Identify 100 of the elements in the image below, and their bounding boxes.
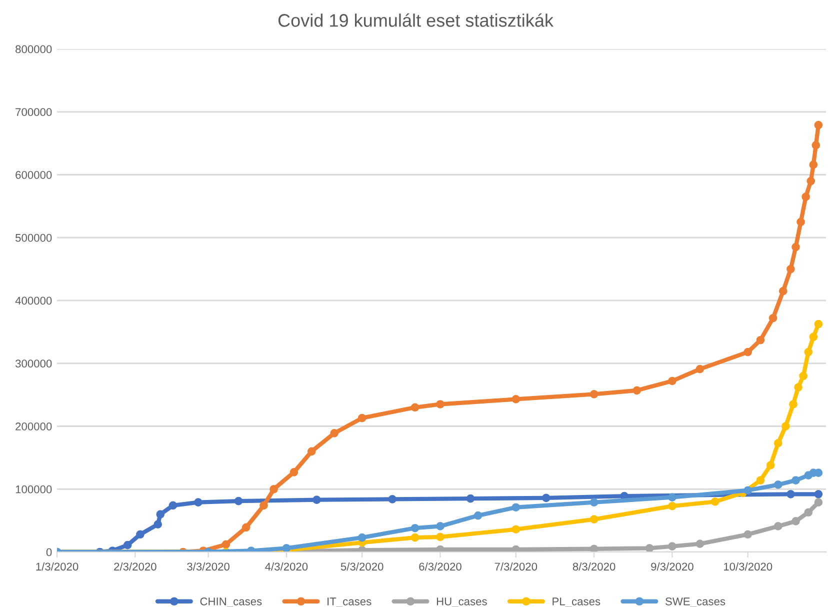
point bbox=[814, 498, 823, 506]
x-tick-label: 2/3/2020 bbox=[114, 562, 156, 571]
y-tick-label: 300000 bbox=[15, 360, 52, 368]
point bbox=[410, 403, 420, 412]
point bbox=[804, 508, 813, 517]
point bbox=[766, 461, 775, 470]
point bbox=[796, 218, 805, 226]
point bbox=[410, 524, 420, 532]
point bbox=[290, 468, 298, 476]
point bbox=[789, 400, 798, 408]
point bbox=[168, 501, 178, 510]
point bbox=[136, 530, 144, 539]
point bbox=[512, 503, 520, 512]
point bbox=[123, 540, 132, 550]
x-tick-label: 7/3/2020 bbox=[494, 562, 538, 571]
point bbox=[242, 523, 250, 532]
point bbox=[814, 320, 823, 328]
point bbox=[774, 522, 782, 530]
point bbox=[756, 336, 765, 344]
point bbox=[410, 533, 420, 542]
chart-title: Covid 19 kumulált eset statisztikák bbox=[278, 13, 554, 27]
point bbox=[804, 348, 813, 356]
point bbox=[744, 486, 752, 495]
point bbox=[358, 414, 366, 422]
point bbox=[474, 511, 482, 520]
point bbox=[668, 542, 676, 551]
point bbox=[799, 372, 808, 380]
point bbox=[744, 530, 752, 539]
point bbox=[668, 493, 676, 502]
point bbox=[812, 141, 820, 150]
point bbox=[792, 242, 800, 252]
point bbox=[806, 176, 816, 186]
point bbox=[696, 364, 704, 374]
y-tick-label: 400000 bbox=[15, 296, 52, 305]
point bbox=[786, 490, 795, 498]
point bbox=[814, 120, 823, 130]
point bbox=[222, 540, 230, 549]
point bbox=[744, 348, 752, 356]
point bbox=[512, 395, 520, 404]
point bbox=[436, 532, 444, 542]
legend-label: IT_cases bbox=[328, 598, 372, 607]
x-tick-label: 6/3/2020 bbox=[419, 562, 462, 571]
y-tick-label: 200000 bbox=[16, 422, 52, 430]
point bbox=[270, 484, 278, 494]
point bbox=[358, 533, 366, 542]
y-tick-label: 600000 bbox=[16, 171, 52, 179]
point bbox=[696, 540, 704, 548]
point bbox=[710, 498, 720, 506]
point bbox=[330, 429, 339, 438]
point bbox=[781, 422, 790, 430]
point bbox=[632, 386, 642, 395]
point bbox=[466, 494, 475, 503]
legend-label: CHIN_cases bbox=[200, 598, 262, 607]
point bbox=[590, 498, 598, 506]
point bbox=[307, 447, 316, 456]
point bbox=[778, 286, 788, 296]
x-tick-label: 9/3/2020 bbox=[651, 562, 694, 571]
point bbox=[194, 498, 202, 506]
point bbox=[786, 264, 795, 274]
point bbox=[809, 332, 818, 342]
x-tick-label: 1/3/2020 bbox=[36, 562, 78, 571]
point bbox=[814, 490, 823, 498]
point bbox=[645, 544, 654, 552]
point bbox=[768, 314, 778, 322]
legend-label: SWE_cases bbox=[665, 598, 726, 607]
point bbox=[794, 383, 802, 392]
point bbox=[512, 525, 520, 534]
point bbox=[436, 400, 444, 408]
y-tick-label: 500000 bbox=[16, 234, 52, 242]
point bbox=[590, 544, 598, 552]
y-tick-label: 800000 bbox=[16, 45, 52, 54]
point bbox=[388, 495, 396, 504]
point bbox=[756, 476, 765, 484]
point bbox=[802, 192, 810, 201]
y-tick-label: 700000 bbox=[16, 108, 52, 116]
y-tick-label: 100000 bbox=[16, 485, 52, 494]
x-tick-label: 5/3/2020 bbox=[340, 562, 384, 571]
legend-label: PL_cases bbox=[552, 598, 600, 607]
point bbox=[590, 515, 598, 524]
point bbox=[436, 522, 444, 530]
x-tick-label: 8/3/2020 bbox=[572, 562, 616, 571]
point bbox=[809, 160, 818, 169]
point bbox=[312, 496, 321, 504]
y-tick-label: 0 bbox=[46, 548, 52, 556]
point bbox=[156, 510, 165, 518]
point bbox=[792, 476, 800, 484]
point bbox=[590, 390, 598, 398]
point bbox=[668, 502, 676, 510]
x-tick-label: 10/3/2020 bbox=[724, 562, 772, 571]
point bbox=[792, 517, 800, 526]
x-tick-label: 3/3/2020 bbox=[187, 562, 230, 571]
point bbox=[774, 480, 782, 489]
point bbox=[234, 496, 243, 506]
point bbox=[774, 439, 782, 448]
point bbox=[542, 494, 550, 502]
point bbox=[260, 501, 268, 510]
x-tick-label: 4/3/2020 bbox=[265, 562, 308, 571]
legend-label: HU_cases bbox=[436, 598, 487, 607]
point bbox=[668, 376, 676, 386]
point bbox=[154, 520, 162, 528]
